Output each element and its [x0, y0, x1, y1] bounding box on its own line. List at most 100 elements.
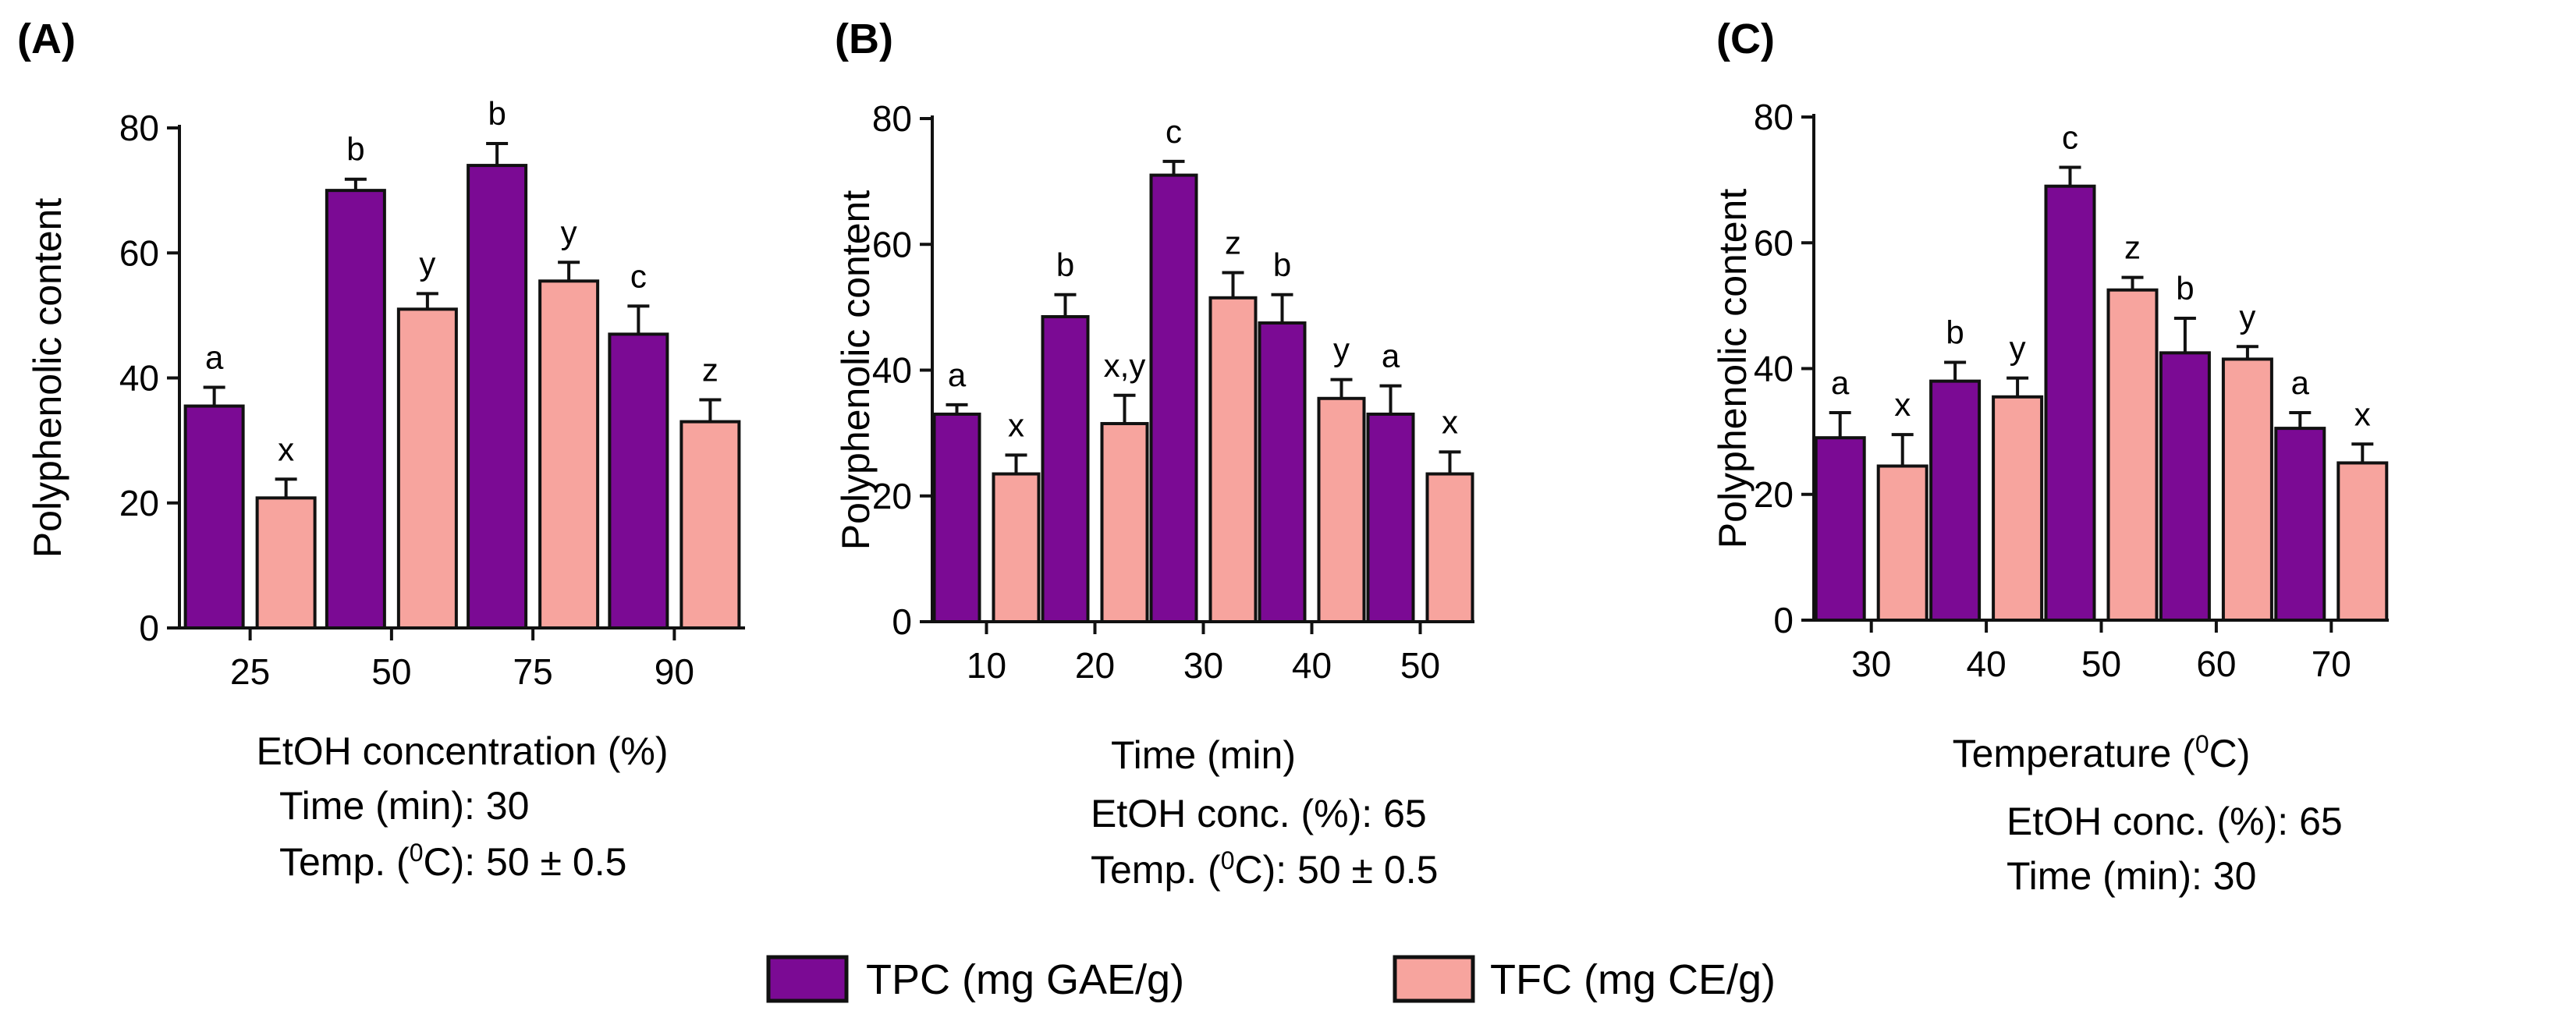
y-tick-label: 0 [892, 601, 912, 642]
y-tick-label: 40 [1754, 349, 1794, 389]
condition-text: EtOH conc. (%): 65 [2007, 800, 2343, 843]
significance-letter: b [2176, 270, 2194, 307]
tpc-bar [325, 189, 386, 630]
condition-text: EtOH conc. (%): 65 [1091, 792, 1427, 835]
x-tick-label: 40 [1967, 644, 2007, 684]
x-tick-label: 60 [2196, 644, 2236, 684]
significance-letter: y [419, 245, 435, 282]
legend-swatch-tpc [766, 955, 849, 1003]
significance-letter: x [1008, 406, 1024, 443]
significance-letter: c [630, 257, 647, 294]
significance-letter: b [1946, 314, 1964, 350]
tpc-bar [1929, 379, 1982, 622]
x-tick-label: 30 [1183, 645, 1223, 686]
tfc-bar [1425, 472, 1474, 623]
y-tick-label: 20 [119, 483, 159, 523]
significance-letter: x [278, 431, 294, 467]
legend: TPC (mg GAE/g) TFC (mg CE/g) [766, 955, 1776, 1003]
significance-letter: c [2062, 119, 2078, 156]
tpc-bar [2159, 351, 2211, 622]
tpc-bar [932, 412, 981, 623]
significance-letter: z [1225, 225, 1241, 261]
chart-panel-3: (C) 0 20 40 60 80 Polyphenolic content 30 a x 40 b y… [1711, 16, 2389, 898]
condition-text: Time (min): 30 [279, 784, 529, 828]
y-tick-label: 80 [872, 98, 912, 139]
x-tick-label: 90 [655, 651, 694, 692]
panel-label: (C) [1716, 16, 1775, 62]
tfc-bar [538, 279, 600, 630]
x-axis-title: EtOH concentration (%) [257, 729, 669, 773]
condition-text: Time (min): 30 [2007, 854, 2256, 898]
condition-text: Temp. (0C): 50 ± 0.5 [1091, 846, 1438, 892]
tpc-bar [467, 164, 528, 630]
tfc-bar [992, 472, 1041, 623]
tfc-bar [1876, 464, 1928, 622]
chart-panel-2: (B) 0 20 40 60 80 Polyphenolic content 10 a x 20 b x… [834, 16, 1474, 892]
significance-letter: a [1831, 364, 1850, 401]
x-tick-label: 40 [1292, 645, 1332, 686]
significance-letter: a [2291, 364, 2310, 401]
tpc-bar [1149, 173, 1198, 623]
significance-letter: b [346, 131, 364, 168]
y-tick-label: 60 [1754, 222, 1794, 263]
tfc-bar [1992, 395, 2044, 622]
tfc-bar [255, 496, 317, 630]
y-tick-label: 60 [119, 232, 159, 273]
y-tick-label: 0 [139, 608, 159, 648]
y-tick-label: 20 [1754, 474, 1794, 515]
significance-letter: y [1333, 332, 1350, 368]
significance-letter: b [1273, 246, 1291, 283]
significance-letter: y [2239, 298, 2255, 335]
significance-letter: c [1166, 113, 1182, 150]
x-tick-label: 50 [2081, 644, 2121, 684]
legend-swatch-tfc [1393, 955, 1475, 1003]
significance-letter: x [2354, 395, 2371, 432]
y-tick-label: 40 [872, 350, 912, 391]
tpc-bar [2044, 184, 2096, 622]
significance-letter: a [948, 356, 967, 393]
x-tick-label: 70 [2312, 644, 2351, 684]
significance-letter: z [2124, 229, 2141, 266]
y-axis-title: Polyphenolic content [1711, 189, 1755, 549]
panel-label: (A) [17, 16, 76, 62]
legend-label-tfc: TFC (mg CE/g) [1490, 956, 1776, 1003]
significance-letter: a [205, 339, 224, 376]
tfc-bar [1317, 396, 1366, 623]
significance-letter: a [1382, 338, 1400, 374]
tfc-bar [2106, 288, 2159, 622]
x-tick-label: 25 [230, 651, 270, 692]
tpc-bar [1041, 314, 1090, 623]
y-tick-label: 20 [872, 476, 912, 516]
tpc-bar [1814, 436, 1866, 622]
tpc-bar [1258, 321, 1307, 623]
significance-letter: y [561, 214, 577, 250]
tfc-bar [1208, 296, 1258, 623]
significance-letter: b [488, 95, 506, 132]
y-axis-title: Polyphenolic content [26, 198, 69, 559]
x-tick-label: 75 [513, 651, 553, 692]
panel-label: (B) [835, 16, 893, 62]
y-tick-label: 60 [872, 224, 912, 264]
significance-letter: x,y [1104, 347, 1146, 384]
condition-text: Temp. (0C): 50 ± 0.5 [279, 839, 626, 884]
tpc-bar [2274, 427, 2326, 622]
tpc-bar [183, 404, 245, 630]
significance-letter: x [1442, 403, 1458, 440]
tfc-bar [679, 420, 741, 630]
y-tick-label: 80 [1754, 97, 1794, 137]
significance-letter: x [1894, 386, 1911, 423]
tfc-bar [2336, 461, 2389, 622]
x-tick-label: 50 [1400, 645, 1440, 686]
y-tick-label: 40 [119, 358, 159, 399]
significance-letter: y [2010, 330, 2026, 367]
x-tick-label: 10 [967, 645, 1006, 686]
tpc-bar [1366, 412, 1415, 623]
significance-letter: z [702, 352, 719, 388]
significance-letter: b [1056, 246, 1074, 283]
x-tick-label: 30 [1851, 644, 1891, 684]
x-axis-title: Temperature (0C) [1953, 730, 2251, 775]
tfc-bar [396, 307, 458, 630]
x-axis-title: Time (min) [1111, 733, 1296, 777]
y-axis-title: Polyphenolic content [834, 190, 878, 551]
